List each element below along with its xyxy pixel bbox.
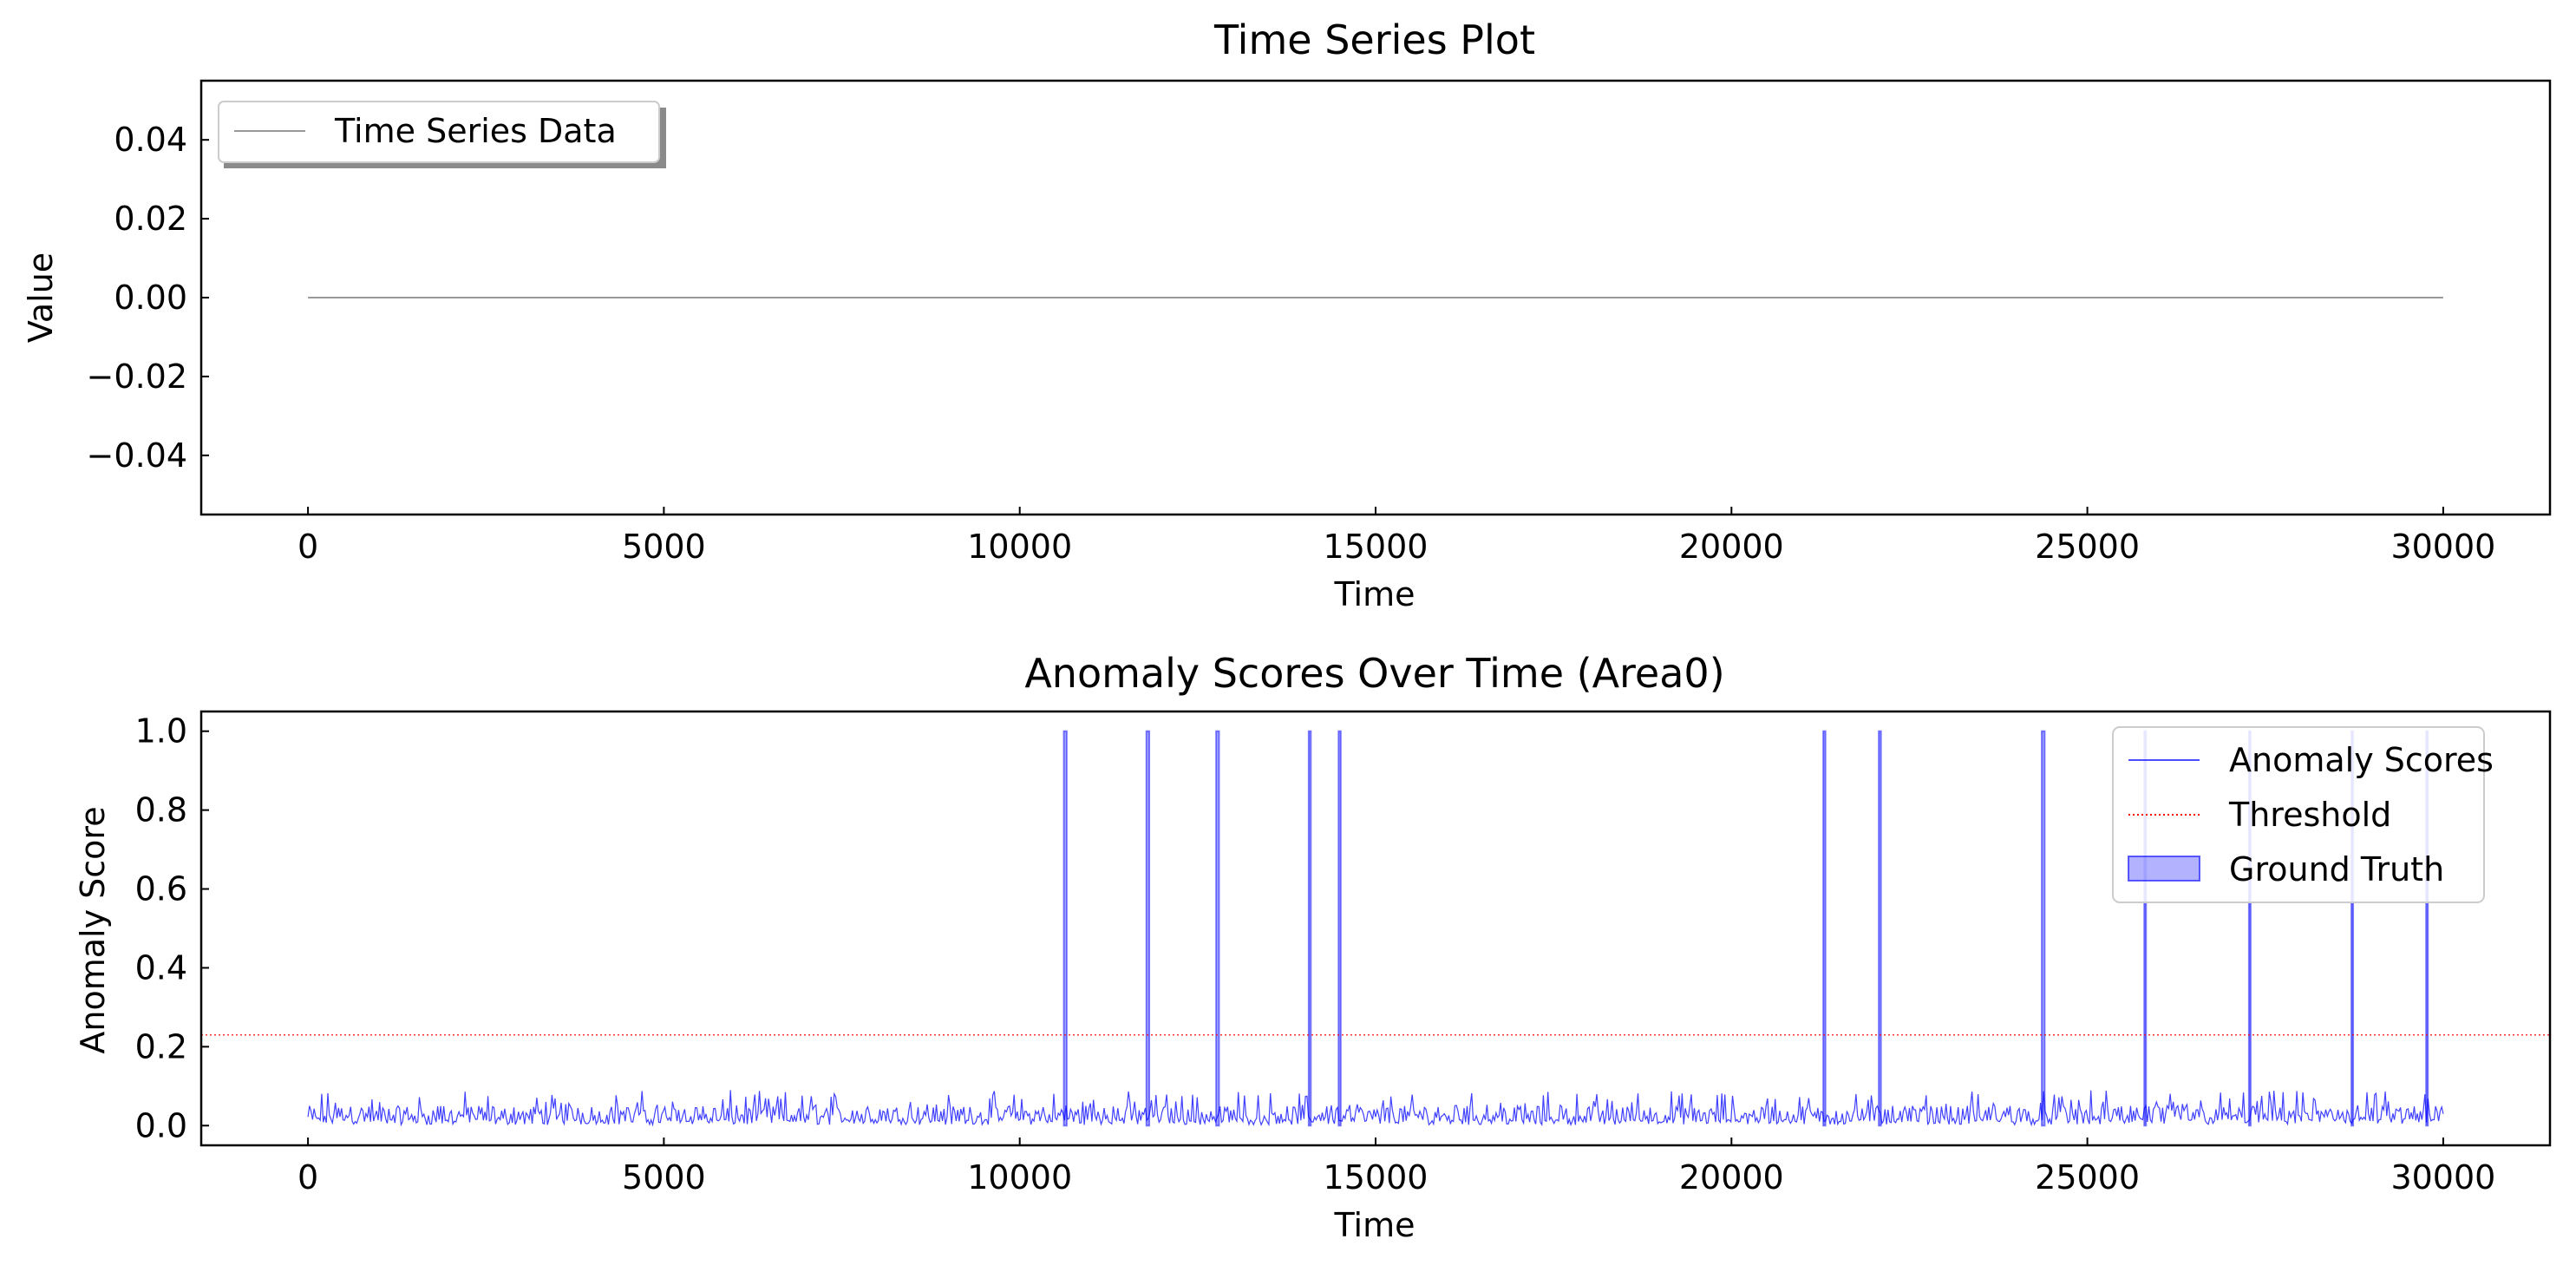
legend-swatch-ground-truth (2128, 856, 2200, 882)
ground-truth-span (1307, 730, 1312, 1127)
ground-truth-span (1145, 730, 1151, 1127)
ground-truth-span (1878, 730, 1882, 1127)
y-tick-label: 0.2 (135, 1027, 187, 1065)
y-tick-label: 0.02 (114, 200, 187, 238)
plot-frame (199, 79, 2552, 516)
x-tick-label: 30000 (2390, 1158, 2495, 1197)
legend-box (2112, 726, 2485, 903)
y-tick-label: 0.00 (114, 279, 187, 317)
y-axis-label: Value (22, 252, 60, 343)
y-tick-label: 0.6 (135, 870, 187, 908)
legend-label-threshold: Threshold (2228, 796, 2391, 834)
x-tick-label: 30000 (2390, 528, 2495, 566)
legend-label-anomaly-scores: Anomaly Scores (2229, 741, 2494, 779)
y-tick-label: 0.8 (135, 791, 187, 829)
ground-truth-span (1215, 730, 1220, 1127)
legend: Time Series Data (218, 101, 666, 168)
x-axis-label: Time (1334, 575, 1415, 613)
chart-title: Time Series Plot (1213, 16, 1535, 63)
time-series-panel: Time Series Plot Value Time 0 5000 10000 15… (22, 16, 2552, 613)
plot-frame (199, 710, 2552, 1147)
y-tick-label: −0.04 (87, 436, 187, 475)
ground-truth-span (2041, 730, 2046, 1127)
y-axis-label: Anomaly Score (74, 806, 112, 1053)
legend-box (218, 101, 660, 163)
x-tick-label: 10000 (967, 1158, 1072, 1197)
x-tick-label: 0 (297, 1158, 318, 1197)
series-line-anomaly-scores (307, 1090, 2444, 1127)
y-tick-label: 1.0 (135, 712, 187, 751)
legend-label-time-series: Time Series Data (334, 112, 617, 150)
y-tick-label: −0.02 (87, 357, 187, 396)
x-tick-label: 25000 (2035, 528, 2140, 566)
x-tick-label: 10000 (967, 528, 1072, 566)
x-tick-label: 0 (297, 528, 318, 566)
legend-label-ground-truth: Ground Truth (2229, 850, 2444, 888)
ground-truth-span (1337, 730, 1342, 1127)
x-tick-label: 15000 (1324, 528, 1429, 566)
x-tick-label: 5000 (622, 1158, 706, 1197)
ground-truth-span (1062, 730, 1068, 1127)
x-tick-label: 20000 (1679, 1158, 1784, 1197)
y-tick-label: 0.0 (135, 1106, 187, 1144)
x-tick-label: 5000 (622, 528, 706, 566)
chart-title: Anomaly Scores Over Time (Area0) (1024, 650, 1724, 697)
x-tick-label: 20000 (1679, 528, 1784, 566)
y-tick-label: 0.4 (135, 948, 187, 987)
x-axis-label: Time (1334, 1206, 1415, 1244)
anomaly-score-panel: Anomaly Scores Over Time (Area0) Anomaly… (74, 650, 2552, 1244)
y-tick-label: 0.04 (114, 121, 187, 159)
legend: Anomaly Scores Threshold Ground Truth (2112, 726, 2494, 903)
x-tick-label: 15000 (1324, 1158, 1429, 1197)
ground-truth-span (1822, 730, 1827, 1127)
x-tick-label: 25000 (2035, 1158, 2140, 1197)
